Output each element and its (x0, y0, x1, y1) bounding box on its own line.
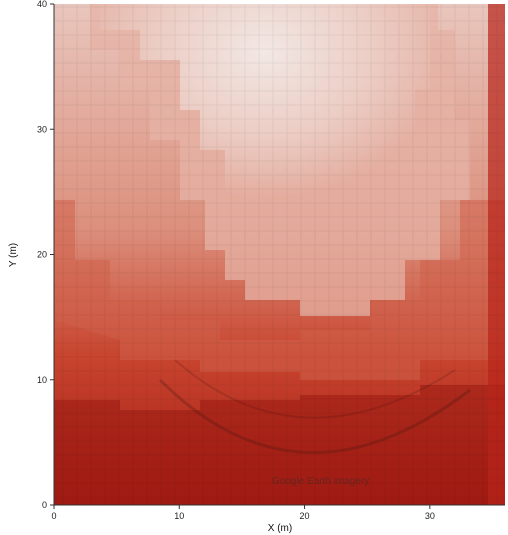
x-axis-title: X (m) (268, 523, 292, 534)
y-axis-title: Y (m) (8, 243, 19, 267)
y-tick-label: 30 (37, 124, 47, 134)
y-tick-label: 40 (37, 0, 47, 9)
y-tick-label: 20 (37, 250, 47, 260)
y-ticks: 0 10 20 30 40 (37, 0, 54, 510)
watermark: Google Earth imagery (272, 476, 369, 487)
aerial-imagery-texture (54, 4, 505, 505)
x-tick-label: 20 (300, 511, 310, 521)
road-arc (174, 359, 456, 419)
road-arc (158, 378, 471, 454)
x-tick-label: 0 (51, 511, 56, 521)
y-tick-label: 10 (37, 375, 47, 385)
x-ticks: 0 10 20 30 (51, 505, 435, 521)
x-tick-label: 10 (174, 511, 184, 521)
x-tick-label: 30 (425, 511, 435, 521)
heatmap-area: Google Earth imagery (54, 4, 505, 505)
y-tick-label: 0 (42, 500, 47, 510)
axes: 0 10 20 30 0 10 20 30 40 X (m) Y (m) (8, 0, 505, 534)
